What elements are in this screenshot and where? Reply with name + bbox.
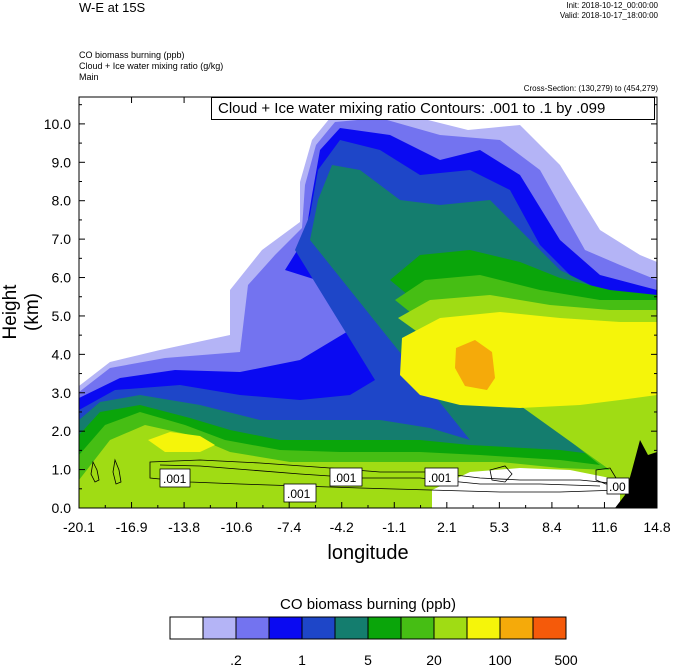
contour-label: .001 [163, 472, 187, 486]
co-level-6 [79, 165, 657, 508]
y-tick-label: 5.0 [52, 308, 72, 324]
colorbar-tick-label: 1 [298, 652, 306, 667]
contour-info-text: Cloud + Ice water mixing ratio Contours:… [218, 100, 606, 117]
valid-time: Valid: 2018-10-17_18:00:00 [559, 11, 658, 20]
y-axis: 0.0 1.0 2.0 3.0 4.0 5.0 6.0 7.0 8.0 9.0 10.0 [44, 104, 657, 516]
contour-label: .00 [609, 480, 626, 494]
contour-label: .001 [287, 487, 311, 501]
contour-info-box: Cloud + Ice water mixing ratio Contours:… [211, 97, 655, 120]
init-time: Init: 2018-10-12_00:00:00 [566, 1, 658, 10]
x-tick-label: -7.4 [277, 519, 301, 535]
colorbar-box [433, 616, 468, 640]
y-tick-label: 0.0 [52, 500, 72, 516]
field-name-main: Main [79, 72, 99, 82]
x-tick-label: -4.2 [330, 519, 354, 535]
x-tick-label: 5.3 [490, 519, 510, 535]
x-tick-label: 14.8 [643, 519, 670, 535]
x-tick-label: -1.1 [382, 519, 406, 535]
co-level-10b [148, 432, 215, 452]
x-tick-label: -20.1 [63, 519, 95, 535]
x-tick-label: 11.6 [591, 519, 617, 535]
y-tick-label: 1.0 [52, 462, 72, 478]
colorbar-box [466, 616, 501, 640]
x-axis: -20.1 -16.9 -13.8 -10.6 -7.4 -4.2 -1.1 2.1 5.3 8.… [63, 97, 671, 535]
y-tick-label: 10.0 [44, 116, 71, 132]
x-axis-label: longitude [327, 542, 409, 564]
colorbar-box [169, 616, 204, 640]
y-tick-label: 9.0 [52, 154, 72, 170]
y-tick-label: 2.0 [52, 423, 72, 439]
y-tick-label: 7.0 [52, 231, 72, 247]
field-name-co: CO biomass burning (ppb) [79, 50, 185, 60]
colorbar-tick-label: 5 [364, 652, 372, 667]
cross-section-label: Cross-Section: (130,279) to (454,279) [523, 84, 658, 93]
plot-title: W-E at 15S [79, 0, 146, 15]
y-tick-label: 3.0 [52, 385, 72, 401]
colorbar-box [367, 616, 402, 640]
x-tick-label: 8.4 [542, 519, 562, 535]
contour-label: .001 [333, 471, 357, 485]
contour-label-group: .001 .001 .001 .001 .00 [159, 467, 630, 503]
x-tick-label: -16.9 [116, 519, 148, 535]
colorbar-box [499, 616, 534, 640]
colorbar-box [400, 616, 435, 640]
terrain [615, 440, 657, 508]
colorbar: .2 1 5 20 100 500 [169, 616, 578, 667]
plot-field [79, 97, 657, 508]
colorbar-box [235, 616, 270, 640]
x-tick-label: -10.6 [221, 519, 253, 535]
colorbar-tick-label: 500 [554, 652, 578, 667]
y-tick-label: 4.0 [52, 346, 72, 362]
colorbar-box [334, 616, 369, 640]
colorbar-title: CO biomass burning (ppb) [280, 596, 456, 613]
colorbar-box [532, 616, 567, 640]
co-level-10 [400, 312, 657, 408]
y-tick-label: 6.0 [52, 270, 72, 286]
x-tick-label: 2.1 [437, 519, 457, 535]
co-level-11 [455, 340, 495, 390]
colorbar-tick-label: .2 [230, 652, 242, 667]
colorbar-tick-label: 100 [488, 652, 512, 667]
y-tick-label: 8.0 [52, 193, 72, 209]
colorbar-tick-label: 20 [426, 652, 442, 667]
x-tick-label: -13.8 [168, 519, 200, 535]
colorbar-box [202, 616, 237, 640]
y-axis-label: Height (km) [0, 284, 43, 340]
colorbar-box [268, 616, 303, 640]
field-name-cloud: Cloud + Ice water mixing ratio (g/kg) [79, 61, 224, 71]
contour-label: .001 [428, 471, 452, 485]
colorbar-box [301, 616, 336, 640]
